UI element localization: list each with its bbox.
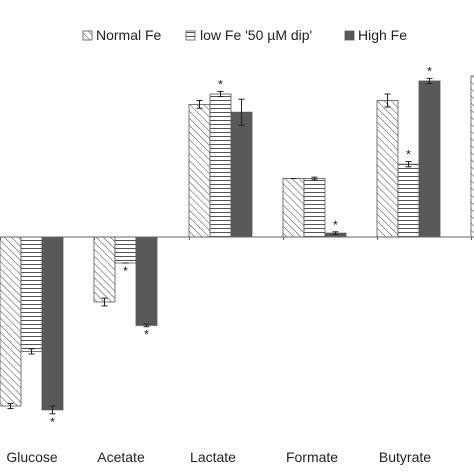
- category-label-2: Acetate: [97, 449, 145, 465]
- legend-label-3: High Fe: [358, 27, 407, 43]
- bar-2-3: [209, 93, 232, 238]
- bar-1-2: [93, 236, 116, 303]
- significance-mark-2-3: *: [218, 77, 223, 91]
- category-label-3: Lactate: [190, 449, 236, 465]
- bar-1-5: [376, 100, 399, 238]
- bar-3-1: [41, 236, 64, 411]
- legend: Normal Fe low Fe '50 µM dip' High Fe: [82, 27, 407, 43]
- legend-swatch-2: [185, 30, 196, 41]
- bars: * * * * * * *: [0, 64, 474, 429]
- category-label-5: Butyrate: [379, 449, 431, 465]
- category-label-4: Formate: [286, 449, 338, 465]
- legend-label-2: low Fe '50 µM dip': [200, 27, 312, 43]
- significance-mark-3-2: *: [144, 328, 149, 342]
- bar-1-3: [188, 104, 211, 238]
- bar-2-5: [397, 163, 420, 238]
- category-label-1: Glucose: [6, 449, 58, 465]
- bar-3-5: [418, 80, 441, 238]
- legend-swatch-1: [82, 30, 93, 41]
- bar-1-4: [282, 178, 305, 238]
- legend-swatch-3: [344, 30, 355, 41]
- legend-label-1: Normal Fe: [96, 27, 162, 43]
- bar-2-2: [114, 236, 137, 264]
- significance-mark-3-5: *: [427, 64, 432, 78]
- significance-mark-2-5: *: [406, 148, 411, 162]
- bar-partial-right: [470, 75, 474, 238]
- bar-3-2: [135, 236, 158, 326]
- significance-mark-2-2: *: [123, 264, 128, 278]
- significance-mark-3-1: *: [50, 415, 55, 429]
- axis: [0, 236, 474, 240]
- bar-3-3: [230, 111, 253, 238]
- category-labels: Glucose Acetate Lactate Formate Butyrate: [6, 449, 431, 465]
- significance-mark-3-4: *: [333, 218, 338, 232]
- bar-2-4: [303, 178, 326, 238]
- bar-1-1: [0, 236, 22, 407]
- bar-2-1: [20, 236, 43, 352]
